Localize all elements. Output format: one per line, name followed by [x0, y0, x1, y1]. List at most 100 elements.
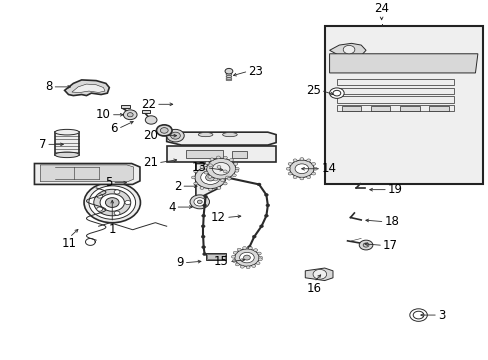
Circle shape	[212, 162, 229, 175]
Circle shape	[313, 167, 317, 170]
Circle shape	[242, 247, 246, 249]
Circle shape	[225, 176, 229, 179]
Text: 25: 25	[305, 84, 320, 97]
Bar	[232, 150, 246, 158]
Polygon shape	[305, 268, 332, 280]
Circle shape	[166, 129, 184, 142]
Circle shape	[201, 235, 204, 238]
Circle shape	[205, 162, 209, 165]
Circle shape	[264, 215, 268, 217]
Text: 16: 16	[306, 282, 321, 295]
Circle shape	[332, 90, 340, 96]
Circle shape	[235, 167, 239, 170]
Circle shape	[329, 88, 344, 98]
Circle shape	[160, 128, 168, 133]
Bar	[324, 26, 482, 184]
Bar	[186, 150, 222, 158]
Circle shape	[190, 195, 209, 209]
Circle shape	[240, 265, 244, 268]
Polygon shape	[166, 132, 276, 145]
Circle shape	[205, 174, 215, 181]
Circle shape	[208, 164, 212, 167]
Circle shape	[233, 162, 237, 165]
Circle shape	[170, 132, 180, 139]
Text: 15: 15	[214, 255, 228, 268]
Circle shape	[287, 172, 291, 175]
Circle shape	[258, 256, 262, 259]
Circle shape	[256, 262, 260, 265]
Circle shape	[243, 255, 250, 260]
Circle shape	[217, 186, 221, 189]
Text: 7: 7	[39, 138, 46, 151]
Text: 4: 4	[167, 201, 175, 213]
Circle shape	[265, 204, 269, 207]
Circle shape	[216, 156, 220, 159]
Circle shape	[203, 171, 207, 174]
Bar	[341, 106, 361, 111]
Circle shape	[363, 243, 368, 247]
Circle shape	[257, 252, 261, 255]
Circle shape	[84, 182, 140, 223]
Circle shape	[207, 175, 211, 178]
Ellipse shape	[222, 132, 237, 137]
Circle shape	[292, 176, 296, 179]
Circle shape	[202, 204, 206, 207]
Bar	[370, 106, 389, 111]
Circle shape	[258, 258, 262, 261]
Circle shape	[311, 162, 315, 165]
Circle shape	[114, 211, 120, 215]
Circle shape	[203, 195, 207, 198]
Polygon shape	[329, 54, 477, 73]
Text: 17: 17	[382, 239, 397, 252]
Circle shape	[232, 260, 236, 262]
Circle shape	[251, 265, 255, 267]
Circle shape	[239, 252, 254, 263]
Text: 11: 11	[62, 237, 77, 250]
Circle shape	[209, 158, 213, 161]
Text: 5: 5	[104, 176, 112, 189]
Circle shape	[213, 178, 217, 181]
Circle shape	[343, 45, 354, 54]
Ellipse shape	[198, 132, 212, 137]
Bar	[205, 253, 225, 260]
Text: 14: 14	[321, 162, 336, 175]
Text: 12: 12	[211, 211, 225, 224]
Circle shape	[252, 235, 256, 238]
Circle shape	[229, 158, 233, 161]
Circle shape	[312, 269, 326, 279]
Bar	[120, 105, 130, 108]
Circle shape	[257, 183, 261, 186]
Bar	[428, 106, 448, 111]
Circle shape	[114, 190, 120, 194]
Circle shape	[193, 182, 197, 185]
Circle shape	[237, 248, 241, 251]
Circle shape	[223, 182, 227, 185]
Ellipse shape	[225, 74, 231, 76]
Bar	[142, 110, 149, 113]
Text: 10: 10	[96, 108, 111, 121]
Text: 21: 21	[142, 156, 158, 169]
Circle shape	[223, 156, 227, 159]
Text: 8: 8	[45, 80, 52, 93]
Circle shape	[359, 240, 372, 250]
Ellipse shape	[225, 76, 231, 77]
Circle shape	[245, 266, 249, 269]
Circle shape	[299, 177, 303, 180]
Circle shape	[193, 170, 197, 173]
Circle shape	[217, 166, 221, 168]
Circle shape	[100, 194, 124, 211]
Circle shape	[223, 170, 227, 173]
Circle shape	[200, 166, 203, 168]
Circle shape	[94, 189, 130, 216]
Circle shape	[201, 171, 220, 184]
Circle shape	[264, 193, 268, 196]
Circle shape	[234, 249, 259, 266]
Circle shape	[409, 309, 427, 321]
Circle shape	[294, 164, 308, 174]
Circle shape	[220, 179, 224, 181]
Circle shape	[194, 198, 205, 206]
Circle shape	[289, 160, 313, 177]
Circle shape	[253, 249, 257, 252]
Circle shape	[203, 166, 207, 169]
Text: 22: 22	[141, 98, 156, 111]
